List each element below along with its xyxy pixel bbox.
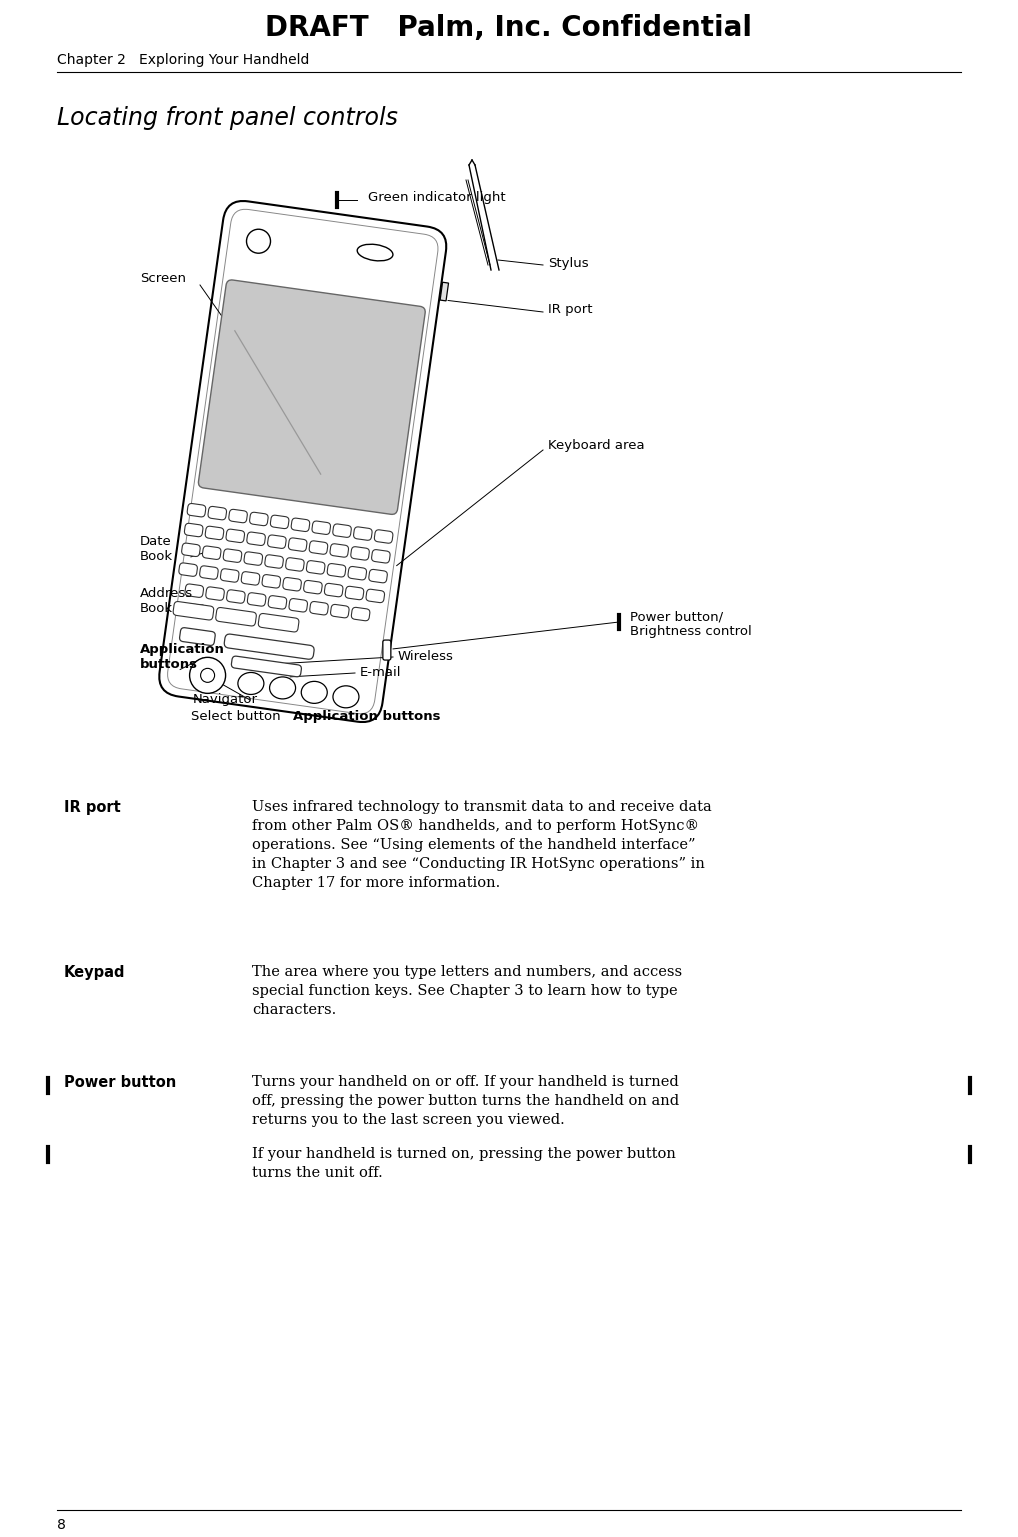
FancyBboxPatch shape bbox=[179, 563, 197, 576]
FancyBboxPatch shape bbox=[271, 515, 289, 529]
FancyBboxPatch shape bbox=[199, 280, 426, 515]
Circle shape bbox=[189, 658, 226, 693]
FancyBboxPatch shape bbox=[330, 544, 348, 558]
FancyBboxPatch shape bbox=[241, 572, 260, 586]
FancyBboxPatch shape bbox=[247, 593, 266, 606]
Text: Application buttons: Application buttons bbox=[293, 710, 441, 722]
FancyBboxPatch shape bbox=[244, 552, 263, 566]
Circle shape bbox=[201, 669, 215, 682]
FancyBboxPatch shape bbox=[303, 581, 322, 593]
FancyBboxPatch shape bbox=[265, 555, 283, 569]
FancyBboxPatch shape bbox=[268, 596, 287, 609]
Ellipse shape bbox=[238, 673, 264, 695]
Text: Address
Book: Address Book bbox=[140, 587, 193, 615]
Bar bbox=[440, 283, 449, 301]
Ellipse shape bbox=[333, 686, 359, 709]
FancyBboxPatch shape bbox=[345, 586, 363, 599]
FancyBboxPatch shape bbox=[249, 512, 268, 526]
FancyBboxPatch shape bbox=[227, 590, 245, 603]
FancyBboxPatch shape bbox=[246, 532, 266, 546]
Text: Navigator: Navigator bbox=[193, 693, 258, 707]
FancyBboxPatch shape bbox=[173, 601, 214, 619]
FancyBboxPatch shape bbox=[187, 504, 206, 516]
FancyBboxPatch shape bbox=[259, 613, 299, 632]
FancyBboxPatch shape bbox=[348, 567, 366, 579]
Ellipse shape bbox=[301, 681, 327, 704]
FancyBboxPatch shape bbox=[333, 524, 351, 538]
FancyBboxPatch shape bbox=[216, 607, 257, 626]
FancyBboxPatch shape bbox=[327, 564, 346, 576]
Text: Power button/
Brightness control: Power button/ Brightness control bbox=[630, 610, 751, 638]
FancyBboxPatch shape bbox=[383, 639, 391, 659]
Text: Select button: Select button bbox=[191, 710, 281, 722]
FancyBboxPatch shape bbox=[325, 584, 343, 596]
Text: DRAFT   Palm, Inc. Confidential: DRAFT Palm, Inc. Confidential bbox=[266, 14, 752, 41]
Text: Locating front panel controls: Locating front panel controls bbox=[57, 106, 398, 131]
Text: IR port: IR port bbox=[64, 799, 121, 815]
FancyBboxPatch shape bbox=[226, 529, 244, 543]
FancyBboxPatch shape bbox=[353, 527, 373, 541]
FancyBboxPatch shape bbox=[291, 518, 309, 532]
FancyBboxPatch shape bbox=[262, 575, 281, 589]
FancyBboxPatch shape bbox=[185, 584, 204, 598]
Text: Power button: Power button bbox=[64, 1074, 176, 1090]
FancyBboxPatch shape bbox=[366, 589, 385, 603]
FancyBboxPatch shape bbox=[159, 201, 446, 722]
FancyBboxPatch shape bbox=[351, 607, 370, 621]
Text: The area where you type letters and numbers, and access
special function keys. S: The area where you type letters and numb… bbox=[252, 965, 682, 1017]
Text: Keypad: Keypad bbox=[64, 965, 125, 981]
Text: 8: 8 bbox=[57, 1519, 66, 1532]
FancyBboxPatch shape bbox=[221, 569, 239, 583]
FancyBboxPatch shape bbox=[372, 550, 390, 563]
Text: IR port: IR port bbox=[548, 303, 592, 317]
FancyBboxPatch shape bbox=[306, 561, 325, 573]
FancyBboxPatch shape bbox=[331, 604, 349, 618]
FancyBboxPatch shape bbox=[223, 549, 241, 563]
FancyBboxPatch shape bbox=[184, 523, 203, 536]
FancyBboxPatch shape bbox=[200, 566, 218, 579]
FancyBboxPatch shape bbox=[231, 656, 301, 676]
Text: E-mail: E-mail bbox=[360, 667, 401, 679]
FancyBboxPatch shape bbox=[288, 538, 306, 552]
FancyBboxPatch shape bbox=[179, 627, 215, 646]
FancyBboxPatch shape bbox=[309, 601, 328, 615]
Text: Date
Book: Date Book bbox=[140, 535, 173, 563]
Ellipse shape bbox=[357, 244, 393, 261]
FancyBboxPatch shape bbox=[208, 506, 227, 520]
Ellipse shape bbox=[270, 676, 295, 699]
Circle shape bbox=[246, 229, 271, 254]
FancyBboxPatch shape bbox=[283, 578, 301, 590]
FancyBboxPatch shape bbox=[229, 509, 247, 523]
Text: Turns your handheld on or off. If your handheld is turned
off, pressing the powe: Turns your handheld on or off. If your h… bbox=[252, 1074, 679, 1127]
FancyBboxPatch shape bbox=[312, 521, 331, 535]
Text: If your handheld is turned on, pressing the power button
turns the unit off.: If your handheld is turned on, pressing … bbox=[252, 1147, 676, 1180]
FancyBboxPatch shape bbox=[206, 587, 224, 601]
FancyBboxPatch shape bbox=[268, 535, 286, 549]
Text: Chapter 2   Exploring Your Handheld: Chapter 2 Exploring Your Handheld bbox=[57, 52, 309, 68]
Text: Screen: Screen bbox=[140, 272, 186, 284]
FancyBboxPatch shape bbox=[369, 569, 387, 583]
Text: Application
buttons: Application buttons bbox=[140, 642, 225, 672]
Text: Wireless: Wireless bbox=[398, 650, 454, 662]
FancyBboxPatch shape bbox=[375, 530, 393, 543]
Text: Stylus: Stylus bbox=[548, 257, 588, 269]
FancyBboxPatch shape bbox=[286, 558, 304, 572]
FancyBboxPatch shape bbox=[206, 526, 224, 539]
Text: Keyboard area: Keyboard area bbox=[548, 438, 644, 452]
FancyBboxPatch shape bbox=[309, 541, 328, 555]
FancyBboxPatch shape bbox=[181, 543, 201, 556]
FancyBboxPatch shape bbox=[351, 547, 370, 559]
FancyBboxPatch shape bbox=[289, 598, 307, 612]
Text: Uses infrared technology to transmit data to and receive data
from other Palm OS: Uses infrared technology to transmit dat… bbox=[252, 799, 712, 890]
FancyBboxPatch shape bbox=[203, 546, 221, 559]
FancyBboxPatch shape bbox=[224, 635, 315, 659]
Text: Green indicator light: Green indicator light bbox=[367, 192, 506, 204]
